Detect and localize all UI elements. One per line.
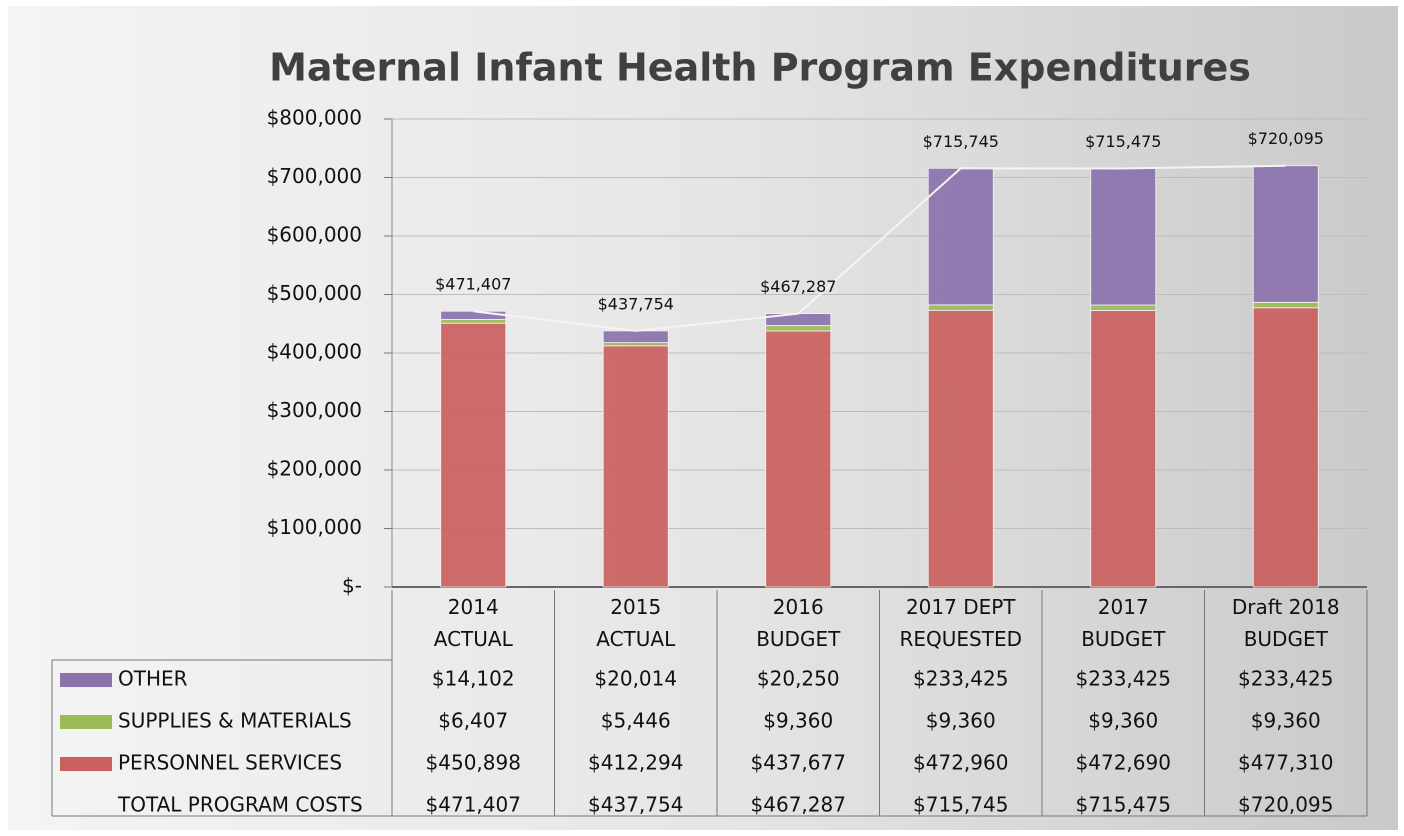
table-value: $471,407: [426, 793, 521, 817]
bar-segment: [1252, 301, 1319, 309]
legend-key: [60, 673, 112, 687]
total-line: [473, 164, 1286, 332]
y-tick-label: $800,000: [267, 106, 362, 130]
bar-segment: [602, 342, 669, 347]
table-value: $5,446: [601, 709, 671, 733]
table-value: $715,475: [1076, 793, 1171, 817]
chart-title: Maternal Infant Health Program Expenditu…: [269, 46, 1251, 90]
bar-segment: [440, 319, 507, 324]
table-value: $437,677: [751, 751, 846, 775]
y-tick-label: $300,000: [267, 398, 362, 422]
table-value: $437,754: [588, 793, 683, 817]
y-tick-label: $500,000: [267, 281, 362, 305]
bar-segment: [602, 330, 669, 344]
x-tick-label: 2017 DEPT REQUESTED: [900, 595, 1023, 651]
table-value: $14,102: [432, 667, 515, 691]
bar-segment: [1252, 307, 1319, 588]
table-value: $720,095: [1238, 793, 1333, 817]
bar-segment: [602, 345, 669, 588]
x-tick-label: 2014 ACTUAL: [434, 595, 514, 651]
bar-segment: [927, 304, 994, 311]
legend-key: [60, 757, 112, 771]
bar-segment: [927, 167, 994, 306]
legend-label: SUPPLIES & MATERIALS: [118, 709, 352, 733]
bar-segment: [1090, 304, 1157, 311]
data-label: $715,475: [1085, 132, 1161, 151]
table-value: $9,360: [1088, 709, 1158, 733]
data-label: $720,095: [1248, 129, 1324, 148]
table-value: $472,960: [913, 751, 1008, 775]
table-value: $412,294: [588, 751, 683, 775]
table-value: $472,690: [1076, 751, 1171, 775]
table-value: $477,310: [1238, 751, 1333, 775]
bar-segment: [927, 309, 994, 588]
table-value: $233,425: [1238, 667, 1333, 691]
bar-segment: [765, 330, 832, 588]
table-value: $233,425: [913, 667, 1008, 691]
y-tick-label: $400,000: [267, 340, 362, 364]
background: [8, 6, 1398, 830]
x-tick-label: 2017 BUDGET: [1081, 595, 1166, 651]
table-value: $9,360: [763, 709, 833, 733]
y-tick-label: $700,000: [267, 164, 362, 188]
table-value: $6,407: [438, 709, 508, 733]
data-label: $437,754: [598, 294, 674, 313]
bar-segment: [1252, 165, 1319, 303]
data-label: $715,745: [923, 132, 999, 151]
y-tick-label: $600,000: [267, 223, 362, 247]
y-tick-label: $200,000: [267, 457, 362, 481]
bar-segment: [440, 310, 507, 320]
y-tick-label: $-: [342, 574, 362, 598]
x-tick-label: Draft 2018 BUDGET: [1232, 595, 1340, 651]
legend-label: OTHER: [118, 667, 188, 691]
x-tick-label: 2016 BUDGET: [756, 595, 841, 651]
table-value: $9,360: [1251, 709, 1321, 733]
bar-segment: [440, 322, 507, 588]
legend-label: PERSONNEL SERVICES: [118, 751, 342, 775]
table-value: $450,898: [426, 751, 521, 775]
legend-label: TOTAL PROGRAM COSTS: [117, 793, 363, 817]
legend-key: [60, 715, 112, 729]
bar-segment: [1090, 168, 1157, 306]
data-label: $471,407: [435, 275, 511, 294]
table-value: $715,745: [913, 793, 1008, 817]
table-value: $20,014: [594, 667, 677, 691]
data-label: $467,287: [760, 277, 836, 296]
table-value: $20,250: [757, 667, 840, 691]
y-tick-label: $100,000: [267, 515, 362, 539]
bar-segment: [1090, 310, 1157, 588]
table-value: $9,360: [926, 709, 996, 733]
table-value: $233,425: [1076, 667, 1171, 691]
x-tick-label: 2015 ACTUAL: [596, 595, 676, 651]
bar-segment: [765, 325, 832, 332]
table-value: $467,287: [751, 793, 846, 817]
